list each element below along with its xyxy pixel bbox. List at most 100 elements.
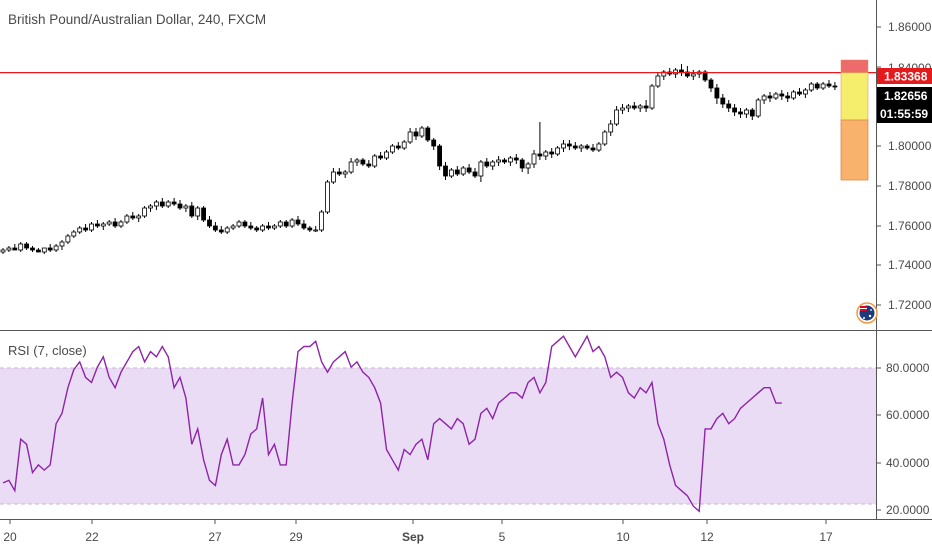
candle	[201, 206, 207, 222]
candle-body	[95, 223, 100, 227]
price-axis[interactable]	[877, 0, 932, 330]
candle-body	[443, 165, 448, 177]
candle	[401, 140, 407, 150]
candle	[561, 140, 566, 152]
candle	[395, 142, 401, 150]
candle	[212, 222, 218, 232]
candle-body	[785, 95, 791, 99]
candle-body	[71, 231, 77, 237]
take-profit-zone[interactable]	[840, 119, 869, 181]
candle-body	[690, 73, 696, 77]
candle-body	[201, 207, 207, 221]
candle-body	[714, 87, 720, 99]
current-price-label: 1.82656	[884, 89, 928, 103]
candle	[761, 94, 767, 104]
candle-body	[242, 221, 248, 227]
candle	[419, 126, 425, 138]
level-price-label: 1.83368	[884, 70, 928, 84]
candle	[602, 130, 608, 146]
candle	[637, 104, 643, 112]
candle-body	[614, 109, 619, 125]
candle	[584, 144, 590, 150]
candle	[484, 158, 490, 168]
candle	[649, 84, 655, 110]
candle	[702, 70, 708, 82]
candle-body	[525, 163, 531, 169]
candle-body	[18, 243, 24, 251]
candle	[83, 224, 88, 232]
candle-body	[631, 105, 637, 109]
candle-body	[543, 151, 549, 157]
rsi-tick: 40.0000	[886, 456, 930, 470]
candle-body	[100, 223, 106, 227]
candle	[531, 150, 537, 168]
candle-body	[159, 201, 165, 207]
time-axis[interactable]	[0, 520, 932, 550]
level-price-badge	[877, 68, 932, 84]
candle-body	[437, 145, 443, 167]
candle	[330, 168, 336, 184]
candle	[749, 108, 755, 120]
candle-body	[153, 201, 159, 207]
candle	[537, 122, 543, 160]
time-label: 22	[85, 530, 99, 544]
time-tick-marks	[9, 520, 827, 524]
candle	[543, 150, 549, 160]
candle	[567, 140, 572, 150]
entry-zone[interactable]	[840, 72, 869, 121]
candle-body	[419, 127, 425, 137]
candle-body	[537, 153, 543, 157]
candle-body	[431, 139, 437, 147]
candle-body	[496, 159, 502, 163]
candle-body	[472, 171, 478, 177]
candle	[183, 204, 189, 212]
candle-body	[136, 215, 142, 219]
candle	[260, 224, 266, 232]
candle-body	[224, 227, 230, 233]
candle-body	[307, 227, 313, 231]
candle	[685, 66, 690, 78]
price-tick: 1.74000	[888, 258, 932, 272]
candle-body	[248, 225, 254, 229]
candle	[384, 150, 389, 160]
candle-body	[513, 157, 519, 161]
candle-body	[779, 93, 785, 97]
candle	[502, 158, 507, 164]
candle-body	[637, 105, 643, 109]
time-axis-labels: 20 22 27 29 Sep 5 10 12 17	[3, 530, 833, 544]
candle-body	[171, 201, 177, 205]
candle	[295, 216, 301, 226]
candle	[118, 220, 124, 228]
candle	[360, 158, 366, 166]
candle-body	[749, 109, 755, 117]
candle-body	[460, 167, 466, 175]
candle-body	[177, 203, 183, 209]
australia-flag-icon[interactable]	[856, 302, 878, 324]
rsi-tick: 20.0000	[886, 503, 930, 517]
candle	[301, 220, 307, 230]
candle	[71, 230, 77, 238]
rsi-line	[2, 334, 782, 513]
candle-body	[820, 83, 826, 89]
candle-body	[732, 107, 737, 113]
candle-body	[89, 223, 94, 231]
stop-loss-zone[interactable]	[840, 59, 869, 73]
rsi-tick-marks	[877, 367, 881, 511]
candle-body	[555, 147, 560, 155]
candle-body	[685, 71, 690, 77]
candle-body	[448, 169, 454, 177]
candle	[165, 200, 171, 208]
candle-body	[106, 221, 112, 225]
candle	[177, 200, 183, 210]
candle	[832, 82, 838, 90]
candle-body	[330, 171, 336, 183]
candle-body	[47, 247, 53, 251]
candle	[36, 248, 41, 253]
candle-body	[24, 243, 30, 249]
candle	[59, 240, 65, 250]
candle	[407, 128, 413, 144]
candle-body	[53, 245, 59, 251]
candle-body	[189, 205, 195, 217]
candle-body	[744, 109, 749, 115]
